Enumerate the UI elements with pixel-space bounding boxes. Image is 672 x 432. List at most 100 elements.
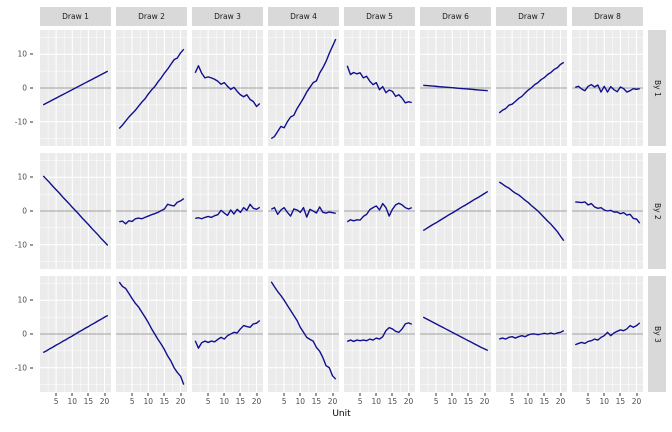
x-tick-label: 10	[371, 397, 382, 406]
series-line	[194, 319, 261, 349]
y-tick-mark	[30, 299, 33, 301]
x-tick-mark	[527, 393, 529, 396]
panel-plot	[496, 30, 567, 146]
x-tick-label: 5	[205, 397, 211, 406]
facet-panel-draw-6-by-1	[420, 30, 491, 146]
facet-panel-draw-1-by-1	[40, 30, 111, 146]
x-axis-draw-7: 5 10 15 20	[496, 392, 567, 406]
x-tick-mark	[636, 393, 638, 396]
x-tick-mark	[315, 393, 317, 396]
x-tick-label: 20	[555, 397, 566, 406]
x-tick-mark	[239, 393, 241, 396]
facet-panel-draw-2-by-1	[116, 30, 187, 146]
series-line	[119, 197, 185, 225]
y-axis-by-2: 10 0 -10	[0, 153, 35, 269]
panel-plot	[40, 30, 111, 146]
panel-plot	[192, 30, 263, 146]
facet-panel-draw-7-by-3	[496, 276, 567, 392]
x-axis-draw-1: 5 10 15 20	[40, 392, 111, 406]
y-tick-mark	[30, 121, 33, 123]
series-line	[118, 48, 185, 129]
y-axis-by-1: 10 0 -10	[0, 30, 35, 146]
series-line	[195, 203, 261, 220]
facet-panel-draw-1-by-3	[40, 276, 111, 392]
x-axis-draw-6: 5 10 15 20	[420, 392, 491, 406]
y-tick-label: -10	[14, 116, 27, 126]
panel-plot	[192, 153, 263, 269]
facet-panel-draw-8-by-3	[572, 276, 643, 392]
x-tick-mark	[467, 393, 469, 396]
x-tick-mark	[180, 393, 182, 396]
facet-panel-draw-4-by-2	[268, 153, 339, 269]
panel-plot	[268, 153, 339, 269]
x-tick-mark	[104, 393, 106, 396]
y-tick-label: 0	[22, 83, 27, 93]
x-tick-label: 20	[175, 397, 186, 406]
facet-strip-draw-8: Draw 8	[572, 7, 643, 26]
facet-panel-draw-8-by-1	[572, 30, 643, 146]
panel-plot	[192, 276, 263, 392]
x-tick-mark	[560, 393, 562, 396]
x-tick-mark	[408, 393, 410, 396]
x-tick-mark	[87, 393, 89, 396]
x-tick-label: 10	[219, 397, 230, 406]
y-tick-label: 10	[17, 172, 27, 182]
series-line	[575, 201, 641, 224]
x-tick-label: 5	[281, 397, 287, 406]
panel-plot	[268, 30, 339, 146]
x-tick-mark	[283, 393, 285, 396]
panel-plot	[572, 153, 643, 269]
facet-strip-by-3: By 3	[648, 276, 666, 392]
panel-plot	[496, 153, 567, 269]
panel-plot	[420, 276, 491, 392]
series-line	[498, 181, 565, 242]
x-tick-label: 20	[479, 397, 490, 406]
x-tick-mark	[131, 393, 133, 396]
facet-strip-draw-7: Draw 7	[496, 7, 567, 26]
series-line	[42, 70, 109, 106]
x-tick-mark	[435, 393, 437, 396]
x-axis-title: Unit	[332, 409, 351, 419]
x-tick-label: 15	[235, 397, 246, 406]
x-tick-label: 15	[311, 397, 322, 406]
x-tick-mark	[391, 393, 393, 396]
panel-plot	[572, 30, 643, 146]
x-tick-label: 20	[327, 397, 338, 406]
y-tick-label: 10	[17, 49, 27, 59]
y-tick-mark	[30, 210, 33, 212]
x-axis-draw-8: 5 10 15 20	[572, 392, 643, 406]
panel-plot	[344, 30, 415, 146]
x-tick-label: 5	[129, 397, 135, 406]
panel-plot	[420, 30, 491, 146]
x-tick-mark	[543, 393, 545, 396]
x-tick-mark	[163, 393, 165, 396]
y-tick-mark	[30, 244, 33, 246]
y-tick-label: -10	[14, 362, 27, 372]
y-tick-label: 10	[17, 295, 27, 305]
series-line	[270, 206, 336, 218]
x-tick-mark	[223, 393, 225, 396]
panel-plot	[116, 276, 187, 392]
x-tick-label: 20	[99, 397, 110, 406]
series-line	[574, 322, 641, 346]
x-tick-label: 10	[143, 397, 154, 406]
x-tick-mark	[619, 393, 621, 396]
facet-panel-draw-3-by-1	[192, 30, 263, 146]
series-line	[270, 38, 337, 140]
x-tick-label: 5	[53, 397, 59, 406]
x-tick-mark	[359, 393, 361, 396]
x-tick-label: 20	[251, 397, 262, 406]
facet-panel-draw-5-by-2	[344, 153, 415, 269]
x-tick-mark	[484, 393, 486, 396]
facet-panel-draw-5-by-1	[344, 30, 415, 146]
panel-plot	[344, 276, 415, 392]
x-tick-label: 15	[83, 397, 94, 406]
x-tick-mark	[587, 393, 589, 396]
x-tick-mark	[603, 393, 605, 396]
facet-panel-draw-3-by-3	[192, 276, 263, 392]
series-line	[498, 61, 565, 114]
facet-panel-draw-7-by-1	[496, 30, 567, 146]
x-tick-mark	[375, 393, 377, 396]
facet-panel-draw-3-by-2	[192, 153, 263, 269]
